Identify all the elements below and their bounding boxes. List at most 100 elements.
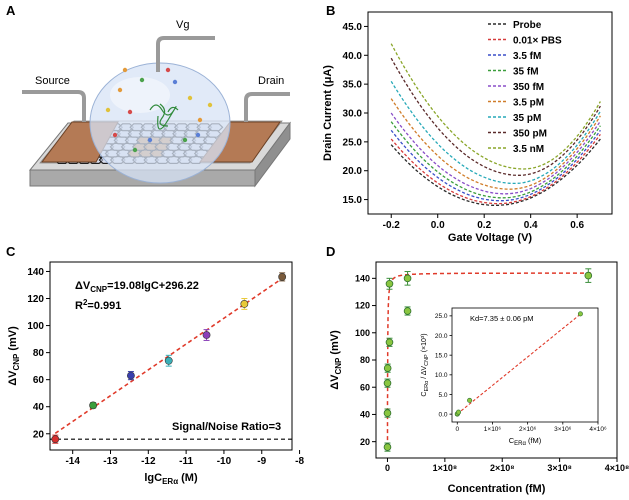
- panel-d-point: [403, 274, 412, 283]
- molecules: [105, 67, 213, 153]
- panel-d-point: [584, 271, 593, 280]
- panel-b-legend-label: 3.5 pM: [513, 98, 544, 109]
- panel-b-axes: -0.2 0.0 0.2 0.4 0.6 15.0 20.0 25.0 30.0 35.0 40.0…: [343, 11, 613, 231]
- vg-label: Vg: [176, 19, 189, 31]
- inset-frame: [451, 307, 599, 423]
- panel-d-ytick-label: 120: [355, 301, 370, 311]
- panel-c-ytick-label: 20: [33, 429, 45, 440]
- panel-d-xtick-label: 3×10⁸: [547, 463, 572, 473]
- source-label: Source: [35, 75, 70, 87]
- panel-b-series-line: [390, 43, 601, 170]
- panel-d-ytick-label: 100: [355, 328, 370, 338]
- panel-d-fit-curve: [386, 272, 594, 448]
- panel-b-series-line: [390, 129, 601, 202]
- panel-d-xtick-label: 0: [385, 463, 390, 473]
- panel-d-xtick-label: 2×10⁸: [490, 463, 515, 473]
- inset-fit-line: [456, 313, 581, 415]
- inset-point: [456, 409, 462, 415]
- molecule-dot: [117, 87, 123, 93]
- panel-d-xtick-label: 1×10⁸: [433, 463, 458, 473]
- panel-b-legend-label: 35 fM: [513, 67, 539, 78]
- panel-d-point: [403, 307, 412, 315]
- panel-b-series-line: [390, 98, 601, 190]
- inset-ytick-label: 10.0: [435, 372, 448, 379]
- panel-b-series-line: [390, 57, 601, 176]
- panel-b-ytick-label: 25.0: [343, 137, 363, 148]
- inset-ytick-label: 25.0: [435, 313, 448, 320]
- molecule-dot: [139, 77, 145, 83]
- panel-b-ytick-label: 15.0: [343, 195, 363, 206]
- inset-xlabel: CERα (fM): [509, 436, 542, 447]
- inset-ytick-label: 0.0: [438, 411, 447, 418]
- panel-d-axes: 0 1×10⁸ 2×10⁸ 3×10⁸ 4×10⁸ 20 40 60 80 100 120 140: [355, 261, 629, 473]
- drain-label: Drain: [258, 75, 284, 87]
- molecule-dot: [132, 147, 138, 153]
- panel-d-point: [385, 338, 394, 347]
- inset-ylabel: CERα / ΔVCNP(×10³): [421, 333, 430, 396]
- panel-c-ytick-label: 100: [27, 321, 44, 332]
- panel-b-legend-label: 3.5 nM: [513, 144, 544, 155]
- panel-b-curves: [390, 43, 601, 206]
- panel-d-point: [383, 379, 392, 387]
- panel-c-ytick-label: 60: [33, 375, 45, 386]
- panel-d-xtick-label: 4×10⁸: [605, 463, 629, 473]
- panel-c-chart: C -14 -13 -12 -11 -10 -9 -8 20 40 60 80 100 120 140 Δ…: [6, 244, 304, 486]
- molecule-dot: [122, 67, 128, 73]
- panel-d-ytick-label: 40: [360, 410, 370, 420]
- panel-c-axes: -14 -13 -12 -11 -10 -9 -8 20 40 60 80 100 120 140: [27, 261, 304, 467]
- panel-c-letter: C: [6, 244, 16, 259]
- molecule-dot: [182, 137, 188, 143]
- panel-d-point: [383, 364, 392, 372]
- panel-c-snr-label: Signal/Noise Ratio=3: [172, 421, 281, 433]
- molecule-dot: [172, 79, 178, 85]
- panel-b-series-line: [390, 134, 601, 205]
- panel-b-legend-label: 35 pM: [513, 113, 541, 124]
- panel-d-ylabel: ΔVCNP(mV): [329, 330, 343, 390]
- molecule-dot: [105, 107, 111, 113]
- panel-b-ytick-label: 45.0: [343, 22, 363, 33]
- panel-c-ytick-label: 140: [27, 267, 44, 278]
- panel-d-marks: [383, 268, 594, 452]
- panel-b-xlabel: Gate Voltage (V): [448, 232, 532, 244]
- panel-c-ytick-label: 120: [27, 294, 44, 305]
- panel-b-ytick-label: 35.0: [343, 80, 363, 91]
- inset-background: [420, 296, 604, 448]
- panel-b-xtick-label: -0.2: [383, 220, 401, 231]
- panel-c-point: [278, 272, 287, 281]
- source-wire: [22, 90, 86, 122]
- panel-d-ytick-label: 140: [355, 273, 370, 283]
- panel-d-point: [383, 443, 392, 451]
- inset-xtick-label: 1×10⁶: [484, 426, 502, 433]
- panel-b-series-line: [390, 138, 601, 206]
- panel-c-xtick-label: -9: [257, 456, 266, 467]
- panel-d-point: [383, 409, 392, 417]
- panel-b-xtick-label: 0.0: [431, 220, 445, 231]
- molecule-dot: [147, 137, 153, 143]
- panel-b-legend-label: 3.5 fM: [513, 51, 541, 62]
- panel-a-schematic: A Vg Source Drain: [6, 3, 291, 188]
- panel-b-ytick-label: 20.0: [343, 166, 363, 177]
- panel-d-point: [385, 279, 394, 288]
- panel-c-ylabel: ΔVCNP(mV): [7, 326, 21, 386]
- inset-kd-label: Kd=7.35 ± 0.06 pM: [470, 314, 534, 323]
- panel-d-ytick-label: 20: [360, 437, 370, 447]
- inset-xtick-label: 2×10⁶: [519, 426, 537, 433]
- panel-b-xtick-label: 0.2: [477, 220, 491, 231]
- panel-b-ytick-label: 30.0: [343, 109, 363, 120]
- panel-d-xlabel: Concentration (fM): [448, 483, 546, 495]
- panel-b-ylabel: Drain Current (μA): [322, 65, 334, 161]
- substrate-side: [254, 121, 291, 188]
- panel-b-series-line: [390, 121, 601, 199]
- panel-c-xtick-label: -13: [103, 456, 118, 467]
- drain-wire: [244, 92, 290, 122]
- inset-xtick-label: 0: [455, 426, 459, 433]
- panel-c-xtick-label: -14: [65, 456, 80, 467]
- panel-b-xtick-label: 0.4: [524, 220, 538, 231]
- panel-a-letter: A: [6, 3, 16, 18]
- panel-b-legend-label: 350 fM: [513, 82, 544, 93]
- inset-xtick-label: 3×10⁶: [554, 426, 572, 433]
- inset-ytick-label: 5.0: [438, 392, 447, 399]
- panel-c-equation: ΔVCNP=19.08lgC+296.22: [75, 280, 199, 294]
- inset-ytick-label: 20.0: [435, 333, 448, 340]
